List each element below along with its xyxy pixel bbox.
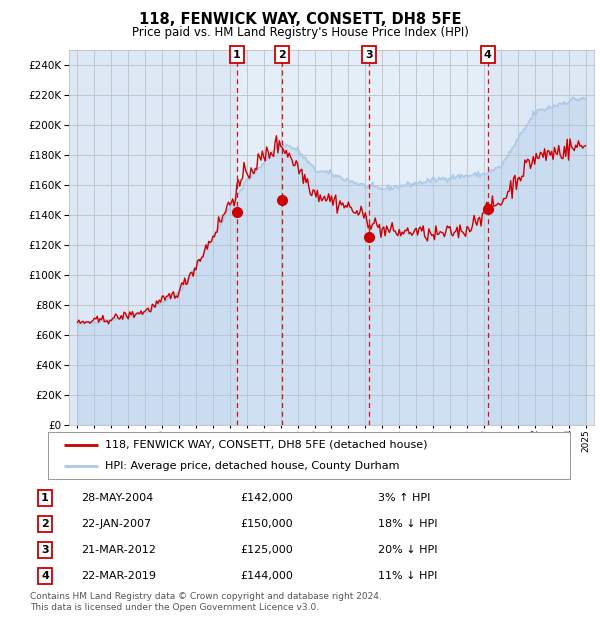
Text: £142,000: £142,000 [240, 493, 293, 503]
Text: 21-MAR-2012: 21-MAR-2012 [81, 545, 156, 555]
Text: 2: 2 [278, 50, 286, 60]
Text: 118, FENWICK WAY, CONSETT, DH8 5FE: 118, FENWICK WAY, CONSETT, DH8 5FE [139, 12, 461, 27]
Text: 22-MAR-2019: 22-MAR-2019 [81, 571, 156, 581]
Text: 20% ↓ HPI: 20% ↓ HPI [378, 545, 437, 555]
Text: 22-JAN-2007: 22-JAN-2007 [81, 519, 151, 529]
Text: HPI: Average price, detached house, County Durham: HPI: Average price, detached house, Coun… [106, 461, 400, 471]
Text: £150,000: £150,000 [240, 519, 293, 529]
Text: £125,000: £125,000 [240, 545, 293, 555]
Text: 11% ↓ HPI: 11% ↓ HPI [378, 571, 437, 581]
Text: 2: 2 [41, 519, 49, 529]
Text: £144,000: £144,000 [240, 571, 293, 581]
Text: 118, FENWICK WAY, CONSETT, DH8 5FE (detached house): 118, FENWICK WAY, CONSETT, DH8 5FE (deta… [106, 440, 428, 450]
Text: 3: 3 [365, 50, 373, 60]
Text: Price paid vs. HM Land Registry's House Price Index (HPI): Price paid vs. HM Land Registry's House … [131, 26, 469, 39]
Bar [237, 50, 488, 425]
Text: 4: 4 [41, 571, 49, 581]
Text: 28-MAY-2004: 28-MAY-2004 [81, 493, 153, 503]
Text: 3: 3 [41, 545, 49, 555]
Text: Contains HM Land Registry data © Crown copyright and database right 2024.
This d: Contains HM Land Registry data © Crown c… [30, 592, 382, 611]
Text: 3% ↑ HPI: 3% ↑ HPI [378, 493, 430, 503]
Text: 1: 1 [41, 493, 49, 503]
Text: 1: 1 [233, 50, 241, 60]
Text: 4: 4 [484, 50, 491, 60]
Text: 18% ↓ HPI: 18% ↓ HPI [378, 519, 437, 529]
